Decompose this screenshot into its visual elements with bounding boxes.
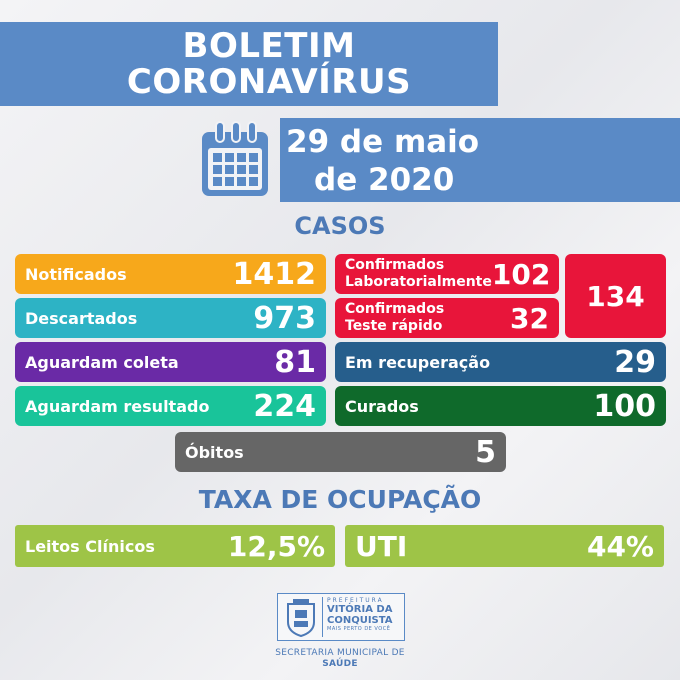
curados-value: 100 [593, 388, 656, 424]
logo-city-line1: VITÓRIA DA [327, 604, 393, 615]
confirmados-lab-label-line2: Laboratorialmente [345, 274, 492, 290]
city-crest-icon [287, 599, 315, 638]
confirmados-lab-label: Confirmados Laboratorialmente [345, 257, 492, 291]
obitos-label: Óbitos [185, 442, 244, 462]
confirmados-total-card: 134 [565, 254, 666, 338]
em-recuperacao-label: Em recuperação [345, 352, 491, 372]
aguardam-resultado-value: 224 [253, 388, 316, 424]
descartados-label: Descartados [25, 308, 138, 328]
obitos-card: Óbitos 5 [175, 432, 506, 472]
confirmados-total-value: 134 [586, 279, 645, 313]
logo-tagline: MAIS PERTO DE VOCÊ [327, 626, 391, 632]
aguardam-coleta-label: Aguardam coleta [25, 352, 179, 372]
aguardam-resultado-label: Aguardam resultado [25, 396, 210, 416]
descartados-card: Descartados 973 [15, 298, 326, 338]
uti-value: 44% [586, 529, 654, 563]
notificados-label: Notificados [25, 264, 127, 284]
confirmados-teste-label: Confirmados Teste rápido [345, 301, 444, 335]
leitos-value: 12,5% [227, 529, 325, 563]
confirmados-teste-label-line1: Confirmados [345, 301, 445, 317]
confirmados-teste-card: Confirmados Teste rápido 32 [335, 298, 559, 338]
curados-card: Curados 100 [335, 386, 666, 426]
aguardam-resultado-card: Aguardam resultado 224 [15, 386, 326, 426]
secretaria-line1: SECRETARIA MUNICIPAL DE [275, 648, 405, 658]
em-recuperacao-card: Em recuperação 29 [335, 342, 666, 382]
date-line-1: 29 de maio [286, 124, 480, 160]
ocupacao-section-title: TAXA DE OCUPAÇÃO [198, 485, 482, 514]
confirmados-lab-value: 102 [491, 257, 551, 291]
confirmados-lab-card: Confirmados Laboratorialmente 102 [335, 254, 559, 294]
title-banner: BOLETIM CORONAVÍRUS [0, 22, 498, 106]
confirmados-teste-value: 32 [510, 301, 549, 335]
cases-section-title: CASOS [294, 212, 386, 240]
uti-label: UTI [355, 529, 408, 563]
uti-card: UTI 44% [345, 525, 664, 567]
confirmados-lab-label-line1: Confirmados [345, 257, 445, 273]
em-recuperacao-value: 29 [614, 344, 656, 380]
notificados-card: Notificados 1412 [15, 254, 326, 294]
leitos-label: Leitos Clínicos [25, 536, 155, 556]
leitos-card: Leitos Clínicos 12,5% [15, 525, 335, 567]
notificados-value: 1412 [232, 256, 317, 292]
calendar-icon [202, 121, 268, 196]
descartados-value: 973 [253, 300, 316, 336]
title-line-1: BOLETIM [182, 26, 356, 66]
aguardam-coleta-card: Aguardam coleta 81 [15, 342, 326, 382]
date-line-2: de 2020 [314, 162, 455, 198]
logo-city-line2: CONQUISTA [327, 615, 393, 626]
obitos-value: 5 [475, 434, 496, 470]
date-banner: 29 de maio de 2020 [280, 118, 680, 202]
aguardam-coleta-value: 81 [274, 344, 316, 380]
logo-prefeitura-text: PREFEITURA [327, 597, 384, 604]
secretaria-line2: SAÚDE [322, 659, 358, 669]
curados-label: Curados [345, 396, 419, 416]
confirmados-teste-label-line2: Teste rápido [345, 318, 443, 334]
prefeitura-logo: PREFEITURA VITÓRIA DA CONQUISTA MAIS PER… [277, 593, 405, 641]
title-line-2: CORONAVÍRUS [126, 62, 412, 102]
logo-text-block: PREFEITURA VITÓRIA DA CONQUISTA MAIS PER… [322, 597, 402, 637]
